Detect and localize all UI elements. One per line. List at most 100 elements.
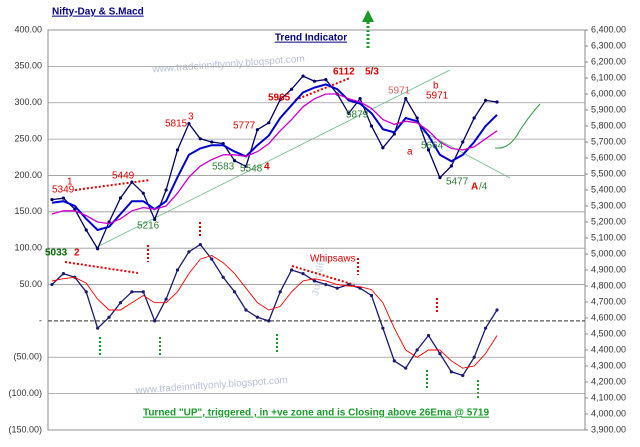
annotation: 3 [188, 112, 194, 123]
point [84, 228, 88, 232]
footnote: Turned "UP", triggered , in +ve zone and… [143, 408, 490, 419]
point [61, 272, 66, 276]
point [187, 122, 191, 126]
point [50, 198, 54, 202]
y2-tick-label: 5,300.00 [591, 200, 626, 210]
point [278, 98, 282, 102]
point [426, 333, 431, 338]
y-tick-label: 300.00 [14, 97, 42, 107]
annotation: /4 [479, 182, 488, 193]
arrows [64, 10, 479, 398]
y2-tick-label: 4,600.00 [591, 312, 626, 322]
series-line [51, 93, 498, 225]
point [198, 137, 202, 141]
annotation: 5777 [233, 121, 256, 132]
point [358, 97, 362, 101]
point [210, 257, 214, 261]
y2-tick-label: 5,200.00 [591, 216, 626, 226]
y2-tick-label: 6,200.00 [591, 56, 626, 66]
y2-tick-label: 6,100.00 [591, 72, 626, 82]
y2-tick-label: 5,100.00 [591, 232, 626, 242]
y2-tick-label: 5,600.00 [591, 152, 626, 162]
annotation: a [407, 147, 413, 158]
point [301, 74, 305, 78]
y2-tick-label: 4,800.00 [591, 280, 626, 290]
annotation: 5971 [426, 91, 449, 102]
point [381, 326, 385, 330]
point [392, 359, 396, 363]
point [153, 319, 157, 323]
point [221, 275, 225, 279]
point [369, 293, 374, 298]
annotation: 5216 [137, 221, 160, 232]
y2-tick-label: 4,900.00 [591, 264, 626, 274]
annotation: 5971 [388, 86, 411, 97]
series-line [51, 83, 498, 232]
y-tick-label: 400.00 [14, 24, 42, 34]
point [301, 272, 305, 276]
y-tick-label: (50.00) [13, 352, 42, 362]
point [255, 128, 259, 132]
annotation: 6112 [333, 67, 355, 78]
point [96, 326, 100, 330]
y2-tick-label: 6,400.00 [591, 24, 626, 34]
point [153, 217, 157, 222]
y2-tick-label: 6,000.00 [591, 88, 626, 98]
y-tick-label: 350.00 [14, 61, 42, 71]
point [130, 180, 134, 184]
point [495, 308, 499, 312]
y-tick-label: (150.00) [8, 424, 42, 434]
y2-tick-label: 5,500.00 [591, 168, 626, 178]
point [290, 87, 294, 91]
y-tick-label: 250.00 [14, 133, 42, 143]
point [96, 247, 100, 251]
point [312, 79, 317, 83]
subtitle: Trend Indicator [275, 33, 347, 44]
point [210, 140, 214, 144]
y-tick-label: 50.00 [19, 279, 42, 289]
y-tick-label: (100.00) [8, 388, 42, 398]
series-line [51, 75, 498, 251]
y2-tick-label: 5,400.00 [591, 184, 626, 194]
point [175, 148, 180, 152]
point [449, 370, 453, 374]
point [404, 366, 408, 370]
point [232, 159, 237, 163]
y2-tick-label: 6,300.00 [591, 40, 626, 50]
annotation: 5449 [112, 171, 135, 182]
point [358, 286, 362, 290]
y-tick-label: 200.00 [14, 170, 42, 180]
point [164, 297, 168, 301]
annotation: 5477 [446, 177, 469, 188]
chart-title: Nifty-Day & S.Macd [52, 7, 144, 18]
y2-tick-label: 4,100.00 [591, 392, 626, 402]
annotation: 1 [67, 177, 73, 188]
point [449, 164, 453, 168]
y2-tick-label: 4,700.00 [591, 296, 626, 306]
point [312, 279, 317, 283]
y-tick-label: - [39, 315, 42, 325]
series-line [51, 255, 498, 369]
annotation: A [471, 182, 478, 193]
point [141, 191, 145, 195]
y2-tick-label: 4,200.00 [591, 376, 626, 386]
point [438, 176, 442, 180]
annotation: b [433, 81, 439, 92]
y2-tick-label: 4,500.00 [591, 328, 626, 338]
point [107, 315, 111, 319]
point [267, 319, 271, 323]
point [141, 290, 145, 294]
annotation: 5583 [212, 162, 235, 173]
point [426, 148, 431, 152]
point [130, 290, 134, 294]
point [415, 348, 419, 352]
y2-tick-label: 3,900.00 [591, 424, 626, 434]
point [290, 268, 294, 272]
point [347, 282, 351, 287]
point [347, 111, 351, 115]
point [324, 78, 328, 82]
point [164, 188, 168, 192]
point [472, 355, 476, 359]
